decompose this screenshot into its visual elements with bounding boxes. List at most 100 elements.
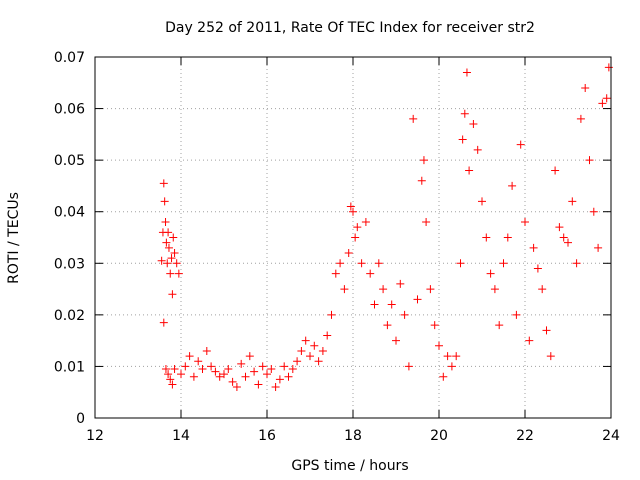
- data-point-plus: [589, 207, 598, 216]
- data-point-plus: [351, 233, 360, 242]
- data-point-plus: [521, 218, 529, 227]
- data-point-plus: [177, 370, 185, 379]
- data-point-plus: [172, 259, 181, 268]
- data-point-plus: [167, 254, 176, 263]
- x-tick-label: 20: [430, 428, 448, 444]
- data-point-plus: [353, 223, 362, 232]
- data-point-plus: [194, 357, 203, 366]
- data-point-plus: [162, 238, 171, 247]
- data-point-plus: [430, 321, 439, 330]
- data-point-plus: [164, 370, 173, 379]
- data-point-plus: [598, 99, 607, 108]
- y-tick-label: 0: [76, 411, 85, 427]
- data-point-plus: [202, 346, 211, 355]
- data-point-plus: [189, 372, 198, 381]
- data-point-plus: [551, 166, 560, 175]
- data-point-plus: [439, 372, 448, 381]
- data-point-plus: [245, 352, 254, 361]
- data-point-plus: [482, 233, 491, 242]
- data-point-plus: [383, 321, 392, 330]
- x-tick-label: 16: [258, 428, 276, 444]
- data-point-plus: [447, 362, 456, 371]
- x-tick-label: 24: [602, 428, 620, 444]
- data-point-plus: [166, 269, 175, 278]
- data-point-plus: [392, 336, 400, 345]
- data-point-plus: [297, 346, 306, 355]
- data-point-plus: [512, 310, 521, 319]
- data-point-plus: [379, 285, 388, 294]
- data-point-plus: [293, 357, 302, 366]
- data-point-plus: [280, 362, 289, 371]
- data-point-plus: [237, 359, 246, 368]
- y-tick-label: 0.06: [54, 102, 85, 118]
- data-point-plus: [306, 352, 314, 361]
- data-point-plus: [465, 166, 474, 175]
- data-point-plus: [168, 290, 177, 299]
- data-point-plus: [413, 295, 422, 304]
- data-point-plus: [533, 264, 542, 273]
- data-point-plus: [181, 362, 190, 371]
- data-point-plus: [462, 68, 471, 77]
- data-point-plus: [224, 365, 233, 374]
- data-point-plus: [508, 181, 517, 190]
- data-point-plus: [555, 223, 564, 232]
- data-point-plus: [185, 352, 194, 361]
- data-point-plus: [159, 179, 168, 188]
- data-point-plus: [400, 310, 409, 319]
- data-point-plus: [228, 377, 237, 386]
- data-point-plus: [529, 243, 538, 252]
- data-point-plus: [254, 380, 263, 389]
- data-point-plus: [331, 269, 340, 278]
- data-point-plus: [346, 202, 355, 211]
- plot-frame: [94, 56, 612, 419]
- data-point-plus: [198, 365, 207, 374]
- data-point-plus: [370, 300, 379, 309]
- data-point-plus: [458, 135, 467, 144]
- data-point-plus: [250, 367, 259, 376]
- data-point-plus: [525, 336, 534, 345]
- data-point-plus: [275, 375, 284, 384]
- data-point-plus: [207, 362, 216, 371]
- data-point-plus: [349, 207, 357, 216]
- data-point-plus: [160, 197, 169, 206]
- x-tick-label: 18: [344, 428, 362, 444]
- y-tick-label: 0.05: [54, 153, 85, 169]
- data-point-plus: [486, 269, 495, 278]
- data-point-plus: [473, 145, 482, 154]
- y-tick-label: 0.04: [54, 205, 85, 221]
- data-point-plus: [568, 197, 577, 206]
- data-point-plus: [215, 372, 224, 381]
- data-point-plus: [344, 248, 353, 257]
- data-point-plus: [168, 380, 177, 389]
- data-point-plus: [310, 341, 319, 350]
- data-point-plus: [426, 285, 435, 294]
- data-point-plus: [452, 352, 461, 361]
- data-point-plus: [232, 383, 241, 392]
- data-point-plus: [460, 109, 469, 118]
- data-point-plus: [340, 285, 349, 294]
- data-point-plus: [585, 156, 594, 165]
- data-point-plus: [301, 336, 310, 345]
- data-point-plus: [323, 331, 332, 340]
- data-point-plus: [419, 156, 428, 165]
- data-point-plus: [516, 140, 525, 149]
- y-tick-label: 0.03: [54, 256, 85, 272]
- data-point-plus: [241, 372, 250, 381]
- x-tick-label: 14: [172, 428, 190, 444]
- data-point-plus: [387, 300, 396, 309]
- data-point-plus: [161, 365, 170, 374]
- y-axis-label: ROTI / TECUs: [6, 192, 22, 284]
- data-point-plus: [174, 269, 183, 278]
- data-point-plus: [361, 218, 370, 227]
- data-point-plus: [263, 370, 271, 379]
- chart-title: Day 252 of 2011, Rate Of TEC Index for r…: [165, 20, 535, 36]
- data-point-plus: [409, 114, 418, 123]
- data-point-plus: [546, 352, 555, 361]
- x-tick-label: 22: [516, 428, 534, 444]
- data-point-plus: [503, 233, 512, 242]
- x-axis-label: GPS time / hours: [291, 458, 408, 474]
- data-point-plus: [211, 367, 220, 376]
- data-point-plus: [220, 370, 228, 379]
- data-point-plus: [495, 321, 504, 330]
